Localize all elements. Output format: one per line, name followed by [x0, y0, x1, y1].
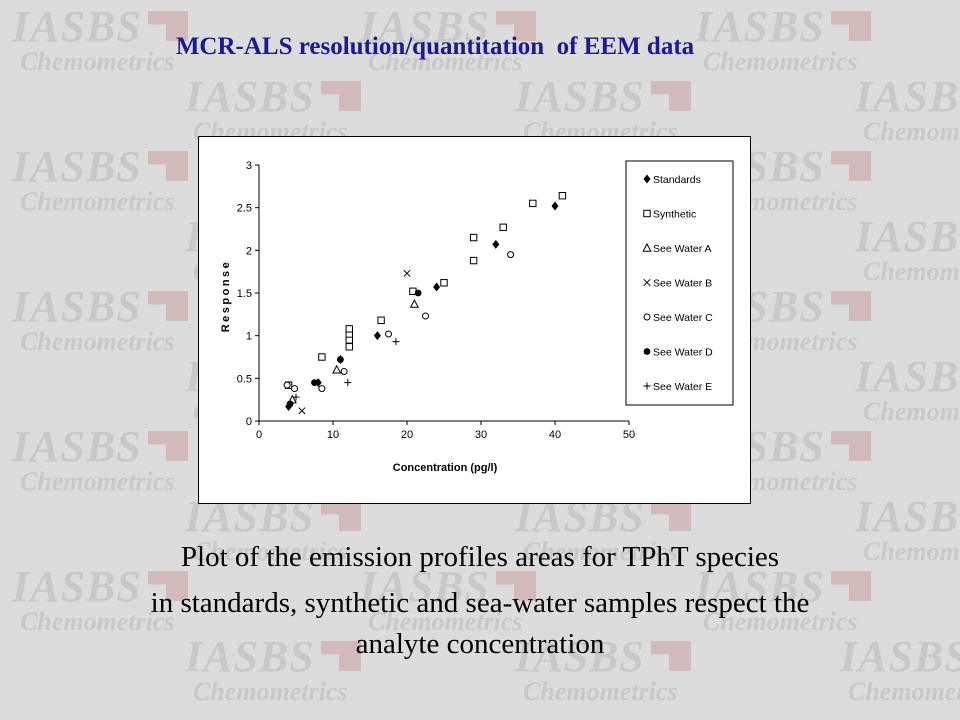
caption-line-1: Plot of the emission profiles areas for …	[180, 541, 780, 573]
data-point	[337, 356, 344, 363]
data-point	[345, 343, 353, 351]
legend-marker	[643, 209, 651, 218]
legend-label: See Water E	[653, 381, 712, 393]
y-tick-label: 2.5	[237, 203, 252, 215]
y-tick-label: 3	[246, 160, 252, 172]
data-point	[529, 199, 537, 208]
legend-marker	[643, 313, 651, 321]
legend-label: Synthetic	[653, 209, 696, 221]
data-point	[469, 256, 478, 265]
data-point	[291, 385, 299, 393]
y-tick-label: 0	[246, 416, 252, 428]
data-point	[283, 381, 291, 389]
data-point	[377, 316, 385, 325]
y-tick-label: 2	[246, 245, 252, 257]
data-point	[558, 192, 567, 200]
data-point	[492, 239, 500, 249]
data-point	[318, 385, 326, 393]
data-point	[340, 368, 348, 376]
chart-panel: 0 0.5 1 1.5 2 2.5 3 0 10 20 30 40 50 Standards Synthe…	[198, 136, 751, 504]
data-point	[318, 353, 326, 361]
y-tick-label: 0.5	[237, 373, 252, 385]
scatter-chart: 00.511.522.530 10 20 30 40 50 StandardsSynthe…	[220, 160, 734, 474]
legend-label: See Water C	[653, 312, 713, 324]
chart-axes: 00.511.522.530 10 20 30 40 50	[237, 160, 635, 441]
legend-label: See Water A	[653, 243, 712, 255]
data-point	[298, 407, 306, 415]
y-axis-label: Response	[220, 260, 232, 333]
y-tick-label: 1	[246, 331, 252, 343]
data-point	[345, 325, 353, 333]
data-point	[392, 338, 400, 346]
data-point	[499, 223, 507, 231]
data-point	[286, 400, 294, 408]
x-tick-label: 20	[401, 429, 413, 441]
legend-frame	[625, 160, 734, 406]
x-tick-label: 40	[549, 429, 561, 441]
data-point	[440, 279, 448, 287]
legend-marker	[642, 242, 652, 252]
data-point	[409, 299, 420, 308]
legend-label: See Water B	[653, 278, 712, 290]
data-point	[345, 336, 353, 344]
legend-marker	[643, 278, 651, 287]
data-point	[469, 233, 478, 242]
legend-label: See Water D	[653, 347, 713, 359]
legend-label: Standards	[653, 174, 701, 186]
slide-title: MCR-ALS resolution/quantitation of EEM d…	[175, 33, 695, 60]
chart-data-points	[283, 192, 567, 415]
x-axis-label: Concentration (pg/l)	[393, 462, 498, 474]
data-point	[403, 269, 411, 277]
data-point	[292, 393, 300, 401]
legend-marker	[643, 174, 651, 184]
legend-marker	[643, 348, 651, 355]
data-point	[332, 364, 342, 374]
data-point	[414, 289, 422, 297]
data-point	[422, 312, 429, 320]
x-tick-label: 0	[256, 429, 262, 441]
x-tick-label: 30	[475, 429, 487, 441]
data-point	[507, 251, 515, 259]
chart-legend: Standards Synthetic See Water A See Water B…	[625, 160, 734, 406]
data-point	[385, 330, 392, 338]
caption-line-2: in standards, synthetic and sea-water sa…	[150, 587, 810, 619]
x-tick-label: 50	[623, 429, 635, 441]
data-point	[344, 379, 352, 387]
data-point	[551, 201, 559, 211]
data-point	[311, 379, 318, 386]
data-point	[433, 282, 441, 292]
caption-line-3: analyte concentration	[355, 628, 605, 660]
y-tick-label: 1.5	[237, 288, 252, 300]
legend-marker	[643, 382, 651, 390]
data-point	[373, 331, 381, 341]
x-tick-label: 10	[327, 429, 339, 441]
